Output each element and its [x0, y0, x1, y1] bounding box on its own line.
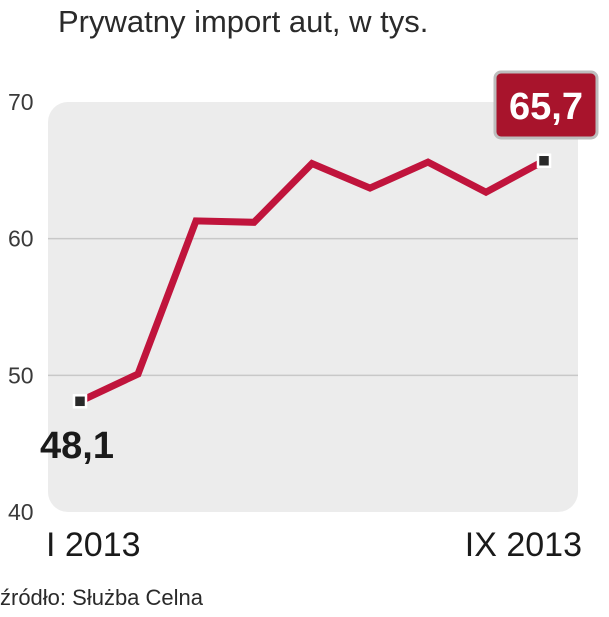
line-chart: 40 50 60 70 48,1 65,7 I 2013 IX 2013 [8, 70, 599, 564]
y-tick-label: 40 [8, 499, 34, 525]
chart-title: Prywatny import aut, w tys. [58, 4, 429, 39]
x-label-start: I 2013 [46, 526, 141, 564]
source-note: źródło: Służba Celna [0, 585, 204, 610]
plot-background [48, 102, 578, 512]
y-tick-label: 50 [8, 362, 34, 388]
y-tick-label: 60 [8, 226, 34, 252]
x-label-end: IX 2013 [465, 526, 582, 564]
end-value-badge: 65,7 [493, 70, 599, 140]
start-value-label: 48,1 [40, 425, 114, 467]
badge-background [493, 70, 599, 140]
y-axis-ticks: 40 50 60 70 [8, 89, 34, 525]
endpoint-markers [72, 153, 552, 409]
start-point-marker [72, 394, 88, 409]
y-tick-label: 70 [8, 89, 34, 115]
end-value-label: 65,7 [509, 86, 583, 128]
end-point-marker [536, 153, 552, 169]
series-line [78, 157, 546, 405]
